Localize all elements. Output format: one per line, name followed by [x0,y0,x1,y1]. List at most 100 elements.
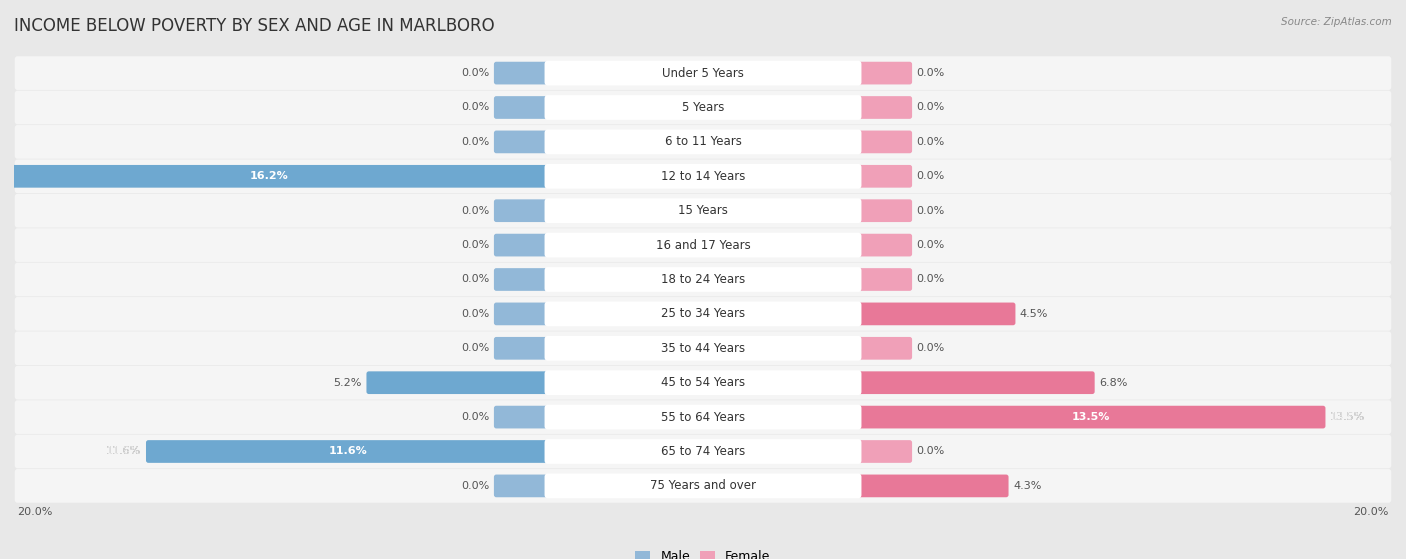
FancyBboxPatch shape [544,95,862,120]
Text: 0.0%: 0.0% [461,137,489,147]
FancyBboxPatch shape [14,435,1392,468]
Text: 45 to 54 Years: 45 to 54 Years [661,376,745,389]
FancyBboxPatch shape [494,131,550,153]
Text: 75 Years and over: 75 Years and over [650,480,756,492]
FancyBboxPatch shape [856,475,1008,498]
FancyBboxPatch shape [14,331,1392,365]
FancyBboxPatch shape [494,96,550,119]
FancyBboxPatch shape [544,233,862,258]
FancyBboxPatch shape [544,61,862,86]
Text: 0.0%: 0.0% [461,309,489,319]
FancyBboxPatch shape [14,366,1392,400]
Text: 0.0%: 0.0% [461,206,489,216]
FancyBboxPatch shape [494,234,550,257]
FancyBboxPatch shape [856,268,912,291]
FancyBboxPatch shape [494,268,550,291]
Text: 0.0%: 0.0% [917,102,945,112]
Text: 4.5%: 4.5% [1019,309,1049,319]
FancyBboxPatch shape [14,194,1392,228]
Text: 65 to 74 Years: 65 to 74 Years [661,445,745,458]
Text: 11.6%: 11.6% [107,447,142,457]
FancyBboxPatch shape [14,469,1392,503]
Text: 13.5%: 13.5% [1071,412,1109,422]
FancyBboxPatch shape [367,371,550,394]
FancyBboxPatch shape [856,302,1015,325]
FancyBboxPatch shape [544,370,862,395]
Text: 13.5%: 13.5% [1330,412,1365,422]
Text: 12 to 14 Years: 12 to 14 Years [661,170,745,183]
FancyBboxPatch shape [856,337,912,359]
Text: 25 to 34 Years: 25 to 34 Years [661,307,745,320]
Text: 0.0%: 0.0% [917,137,945,147]
FancyBboxPatch shape [856,61,912,84]
FancyBboxPatch shape [544,439,862,464]
FancyBboxPatch shape [856,200,912,222]
Text: 0.0%: 0.0% [461,481,489,491]
Text: 0.0%: 0.0% [917,171,945,181]
FancyBboxPatch shape [544,164,862,189]
FancyBboxPatch shape [856,165,912,188]
Text: 18 to 24 Years: 18 to 24 Years [661,273,745,286]
FancyBboxPatch shape [544,267,862,292]
Text: 0.0%: 0.0% [917,240,945,250]
FancyBboxPatch shape [494,475,550,498]
FancyBboxPatch shape [856,406,1326,428]
Text: 4.3%: 4.3% [1012,481,1042,491]
Text: 0.0%: 0.0% [917,343,945,353]
FancyBboxPatch shape [14,56,1392,90]
Text: 16.2%: 16.2% [250,171,288,181]
Text: 0.0%: 0.0% [461,412,489,422]
FancyBboxPatch shape [14,159,1392,193]
Text: 0.0%: 0.0% [917,274,945,285]
FancyBboxPatch shape [14,297,1392,331]
Text: Under 5 Years: Under 5 Years [662,67,744,79]
FancyBboxPatch shape [544,301,862,326]
Text: 6.8%: 6.8% [1099,378,1128,388]
Text: INCOME BELOW POVERTY BY SEX AND AGE IN MARLBORO: INCOME BELOW POVERTY BY SEX AND AGE IN M… [14,17,495,35]
Text: 13.5%: 13.5% [1330,412,1365,422]
FancyBboxPatch shape [14,91,1392,124]
Legend: Male, Female: Male, Female [630,546,776,559]
FancyBboxPatch shape [494,406,550,428]
Text: 0.0%: 0.0% [461,102,489,112]
FancyBboxPatch shape [494,337,550,359]
FancyBboxPatch shape [544,130,862,154]
FancyBboxPatch shape [544,336,862,361]
FancyBboxPatch shape [856,234,912,257]
FancyBboxPatch shape [14,125,1392,159]
FancyBboxPatch shape [856,96,912,119]
Text: 55 to 64 Years: 55 to 64 Years [661,411,745,424]
FancyBboxPatch shape [544,198,862,223]
FancyBboxPatch shape [494,200,550,222]
Text: 11.6%: 11.6% [329,447,367,457]
FancyBboxPatch shape [544,405,862,429]
FancyBboxPatch shape [544,473,862,498]
FancyBboxPatch shape [146,440,550,463]
Text: 0.0%: 0.0% [461,68,489,78]
FancyBboxPatch shape [14,400,1392,434]
Text: 5.2%: 5.2% [333,378,361,388]
FancyBboxPatch shape [14,228,1392,262]
FancyBboxPatch shape [494,61,550,84]
FancyBboxPatch shape [14,263,1392,296]
FancyBboxPatch shape [856,371,1095,394]
Text: 35 to 44 Years: 35 to 44 Years [661,342,745,355]
Text: 20.0%: 20.0% [17,507,53,517]
FancyBboxPatch shape [856,131,912,153]
Text: 0.0%: 0.0% [917,447,945,457]
Text: 0.0%: 0.0% [461,240,489,250]
FancyBboxPatch shape [0,165,550,188]
Text: 16 and 17 Years: 16 and 17 Years [655,239,751,252]
FancyBboxPatch shape [494,302,550,325]
Text: 11.6%: 11.6% [107,447,142,457]
Text: 5 Years: 5 Years [682,101,724,114]
Text: 6 to 11 Years: 6 to 11 Years [665,135,741,148]
Text: 0.0%: 0.0% [461,343,489,353]
Text: Source: ZipAtlas.com: Source: ZipAtlas.com [1281,17,1392,27]
FancyBboxPatch shape [856,440,912,463]
Text: 20.0%: 20.0% [1353,507,1389,517]
Text: 0.0%: 0.0% [917,206,945,216]
Text: 0.0%: 0.0% [917,68,945,78]
Text: 0.0%: 0.0% [461,274,489,285]
Text: 15 Years: 15 Years [678,204,728,217]
